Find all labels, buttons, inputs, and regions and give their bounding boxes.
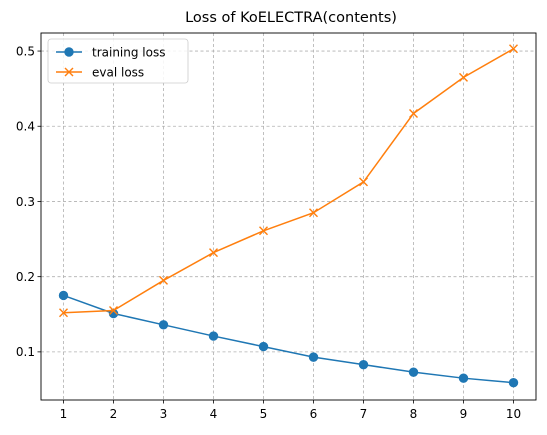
eval-loss-point xyxy=(509,44,518,54)
eval-loss-point xyxy=(409,108,418,118)
y-tick-label: 0.4 xyxy=(16,120,35,134)
training-loss-legend-marker xyxy=(64,47,74,57)
eval-loss-point xyxy=(59,308,68,318)
eval-loss-point-stroke xyxy=(309,208,318,218)
training-loss-point xyxy=(508,378,519,388)
plot-series xyxy=(58,44,519,388)
x-tick-label: 8 xyxy=(410,407,418,421)
eval-loss-point xyxy=(309,208,318,218)
eval-loss-legend-marker-stroke xyxy=(64,67,74,77)
y-tick-label: 0.2 xyxy=(16,270,35,284)
eval-loss-point-stroke xyxy=(59,308,68,318)
eval-loss-point xyxy=(259,226,268,236)
eval-loss-point-stroke xyxy=(109,306,118,316)
eval-loss-point-stroke xyxy=(359,177,368,187)
y-tick-label: 0.3 xyxy=(16,195,35,209)
x-tick-label: 3 xyxy=(160,407,168,421)
eval-loss-point-stroke xyxy=(409,108,418,118)
eval-loss-point-stroke xyxy=(459,72,468,82)
training-loss-line xyxy=(63,294,514,384)
training-loss-point xyxy=(158,320,169,330)
eval-loss-point xyxy=(459,72,468,82)
legend-box xyxy=(47,38,189,84)
plot-frame xyxy=(40,32,537,401)
x-tick-label: 2 xyxy=(110,407,118,421)
x-tick-label: 7 xyxy=(360,407,368,421)
eval-loss-point xyxy=(359,177,368,187)
axis-ticks: 1 2 3 4 5 6 7 8 9 10 0.1 0.2 0.3 0.4 0.5 xyxy=(16,44,521,421)
chart-title: Loss of KoELECTRA(contents) xyxy=(185,10,397,26)
y-tick-label: 0.1 xyxy=(16,345,35,359)
training-loss-legend-label: training loss xyxy=(92,45,165,59)
x-tick-label: 10 xyxy=(506,407,521,421)
x-tick-label: 4 xyxy=(210,407,218,421)
eval-loss-point-stroke xyxy=(509,44,518,54)
eval-loss-point xyxy=(159,275,168,285)
training-loss-point xyxy=(108,308,119,319)
legend: training loss eval loss xyxy=(47,38,189,84)
x-tick-label: 9 xyxy=(460,407,468,421)
eval-loss-line xyxy=(63,48,514,314)
training-loss-series xyxy=(58,290,519,388)
training-loss-point xyxy=(458,373,469,383)
training-loss-point xyxy=(358,359,369,370)
grid-lines xyxy=(41,33,536,400)
eval-loss-point xyxy=(109,306,118,316)
eval-loss-point-stroke xyxy=(259,226,268,236)
training-loss-point xyxy=(208,331,219,341)
training-loss-point xyxy=(58,290,69,301)
training-loss-point xyxy=(308,352,319,362)
eval-loss-point-stroke xyxy=(209,248,218,258)
x-tick-label: 5 xyxy=(260,407,268,421)
eval-loss-point xyxy=(209,248,218,258)
training-loss-point xyxy=(408,367,419,377)
y-tick-label: 0.5 xyxy=(16,44,35,58)
eval-loss-legend-marker xyxy=(64,67,74,77)
eval-loss-legend-label: eval loss xyxy=(92,65,144,79)
x-tick-label: 1 xyxy=(60,407,68,421)
training-loss-point xyxy=(258,341,269,352)
x-tick-label: 6 xyxy=(310,407,318,421)
eval-loss-series xyxy=(59,44,518,318)
eval-loss-point-stroke xyxy=(159,275,168,285)
